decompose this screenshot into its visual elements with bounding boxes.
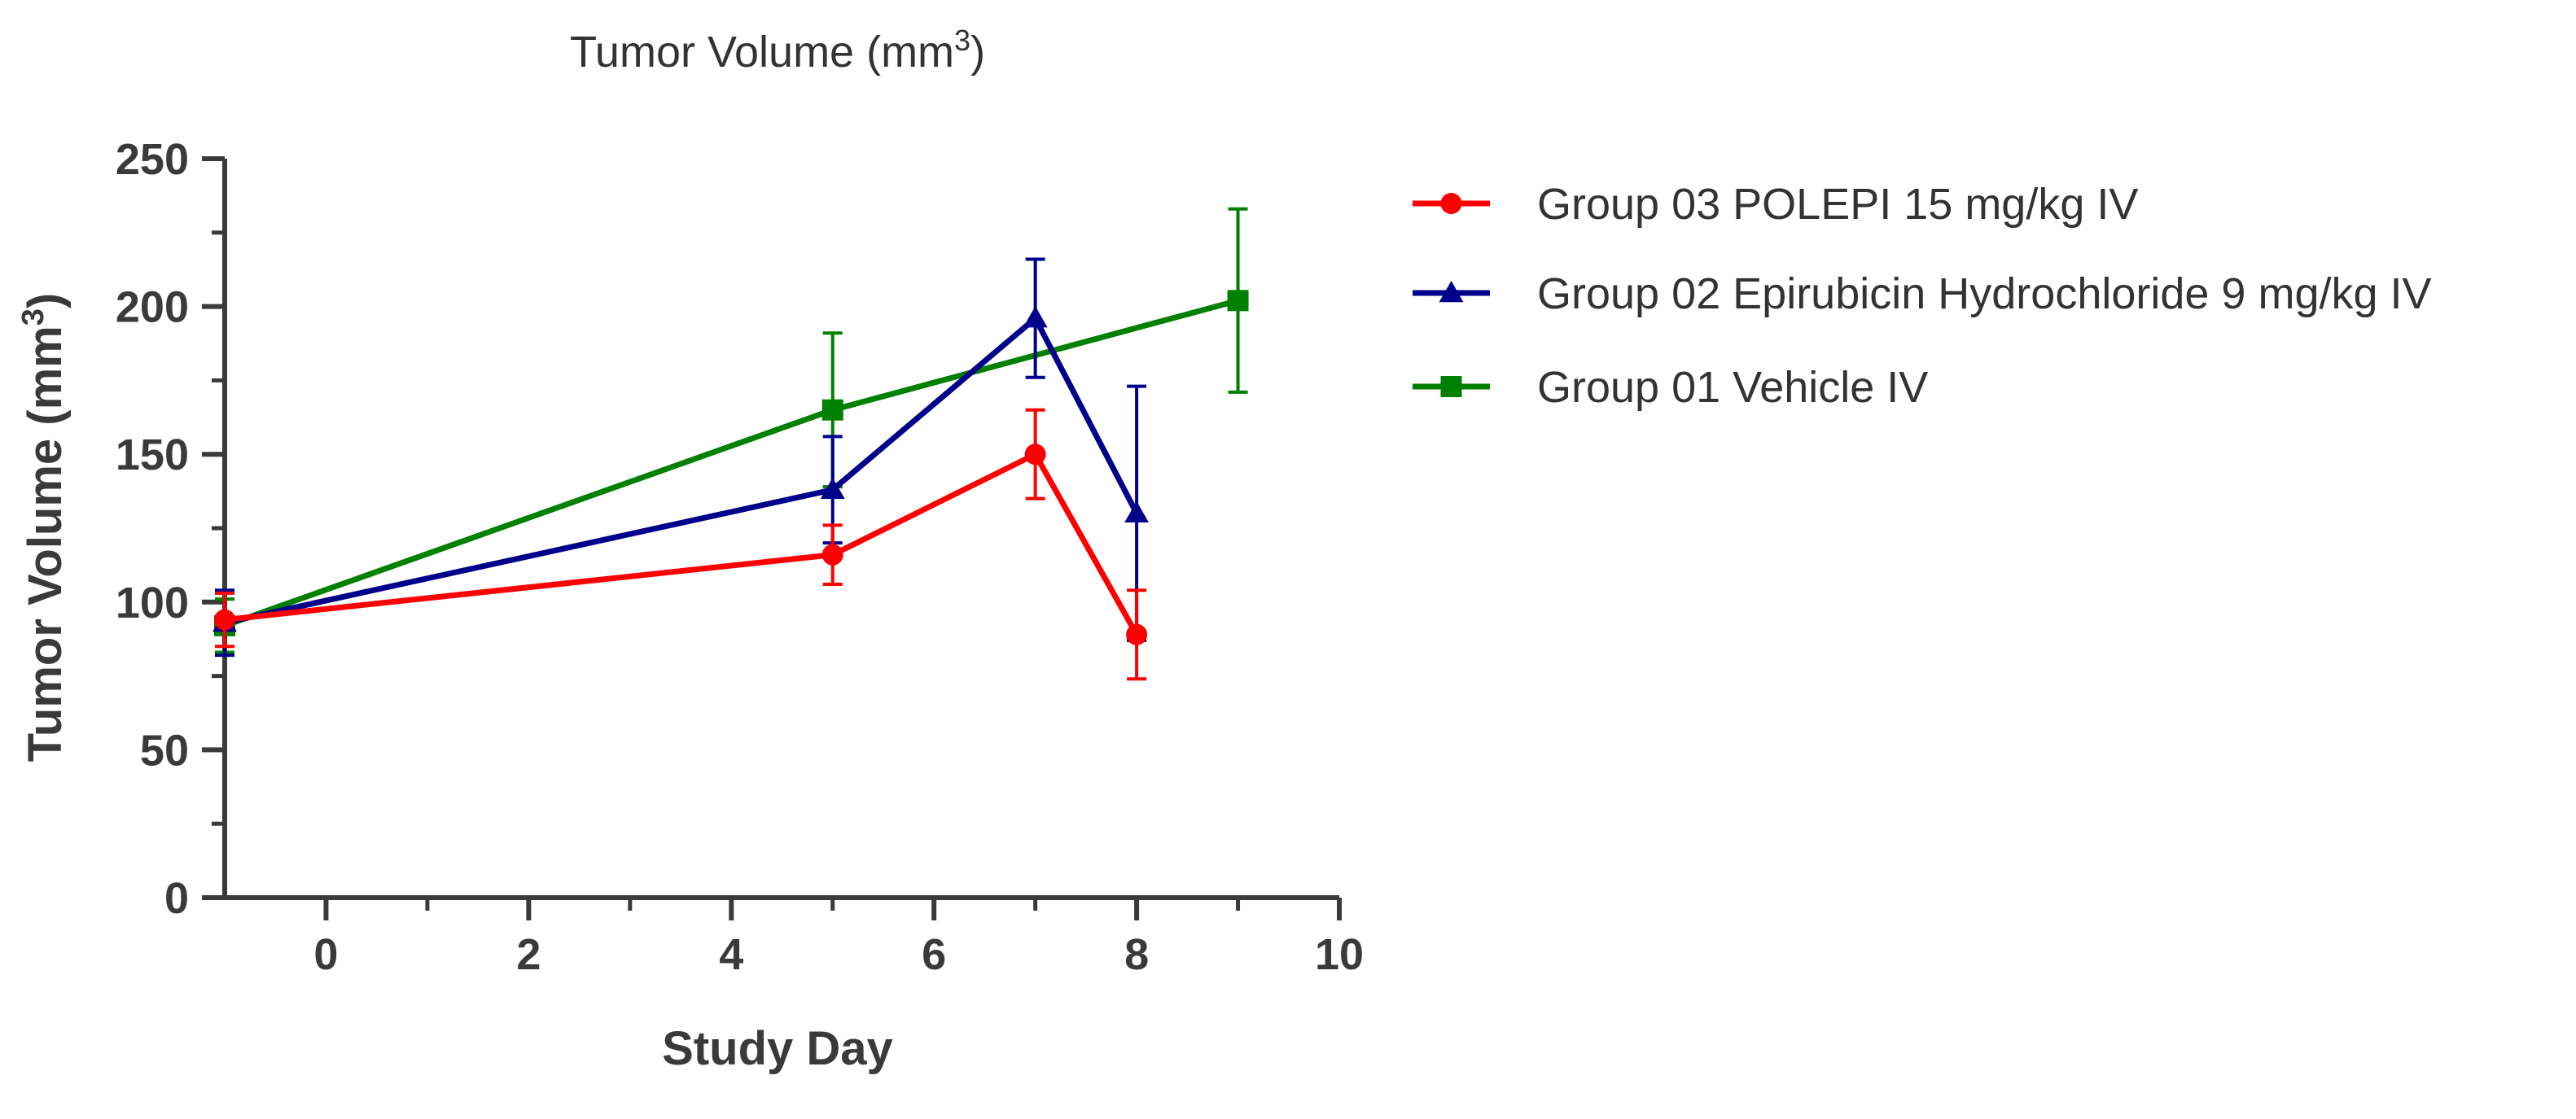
series-line <box>224 451 1140 636</box>
legend-label: Group 01 Vehicle IV <box>1537 363 1928 412</box>
series-line <box>224 315 1140 626</box>
data-point <box>1126 623 1148 645</box>
legend-item: Group 03 POLEPI 15 mg/kg IV <box>1413 180 2138 229</box>
series-circle <box>214 408 1148 681</box>
legend-marker <box>1439 281 1464 303</box>
y-tick-label: 0 <box>164 874 189 923</box>
x-axis-title: Study Day <box>662 1022 893 1075</box>
axes: 0 50 100 150 200 250 0 2 4 6 8 10 <box>116 135 1364 979</box>
legend: Group 03 POLEPI 15 mg/kg IV Group 02 Epir… <box>1413 180 2432 412</box>
x-tick-label: 2 <box>516 930 541 979</box>
data-point <box>1023 306 1048 328</box>
legend-marker <box>1440 376 1462 397</box>
data-point <box>820 477 845 499</box>
series-triangle <box>212 257 1150 658</box>
x-tick-label: 4 <box>719 930 743 979</box>
data-point <box>821 399 843 421</box>
legend-label: Group 03 POLEPI 15 mg/kg IV <box>1537 180 2138 229</box>
data-point <box>1024 444 1046 466</box>
data-point <box>214 609 235 631</box>
series-line <box>223 297 1239 629</box>
y-tick-label: 200 <box>116 283 189 332</box>
x-tick-label: 8 <box>1124 930 1149 979</box>
x-tick-label: 10 <box>1315 930 1364 979</box>
y-tick-label: 250 <box>116 135 189 184</box>
legend-item: Group 02 Epirubicin Hydrochloride 9 mg/k… <box>1413 269 2432 318</box>
data-point <box>1227 290 1249 312</box>
y-tick-label: 50 <box>140 726 189 775</box>
chart-title: Tumor Volume (mm3) <box>570 24 985 76</box>
y-tick-label: 100 <box>116 579 189 627</box>
data-point <box>1124 500 1150 523</box>
legend-item: Group 01 Vehicle IV <box>1413 363 1928 412</box>
y-axis-title: Tumor Volume (mm3) <box>16 293 72 762</box>
x-tick-label: 6 <box>922 930 946 979</box>
plot-area <box>212 207 1249 681</box>
x-tick-label: 0 <box>313 930 338 979</box>
data-point <box>821 544 843 566</box>
legend-label: Group 02 Epirubicin Hydrochloride 9 mg/k… <box>1537 269 2432 318</box>
legend-marker <box>1440 193 1462 214</box>
y-tick-label: 150 <box>116 431 189 479</box>
